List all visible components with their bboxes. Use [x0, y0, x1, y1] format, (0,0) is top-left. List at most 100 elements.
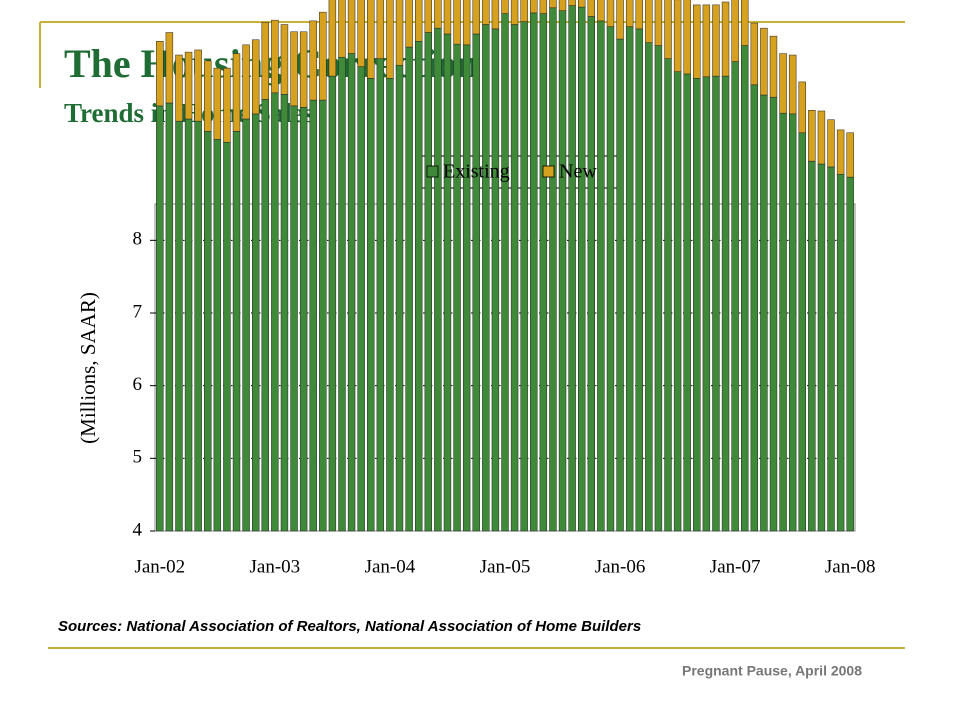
bar-segment — [788, 113, 797, 532]
bar-segment — [693, 4, 701, 79]
bar-segment — [558, 0, 567, 11]
bar-segment — [808, 110, 816, 162]
bar-segment — [530, 12, 538, 532]
bar-segment — [443, 33, 452, 532]
bar-segment — [520, 0, 528, 22]
bar-segment — [165, 102, 174, 532]
bar-segment — [251, 113, 260, 532]
bar-segment — [769, 96, 778, 532]
bar-segment — [731, 61, 739, 532]
bar-segment — [194, 49, 202, 122]
bar-segment — [558, 10, 567, 532]
bar-segment — [309, 99, 317, 532]
y-tick-label: 8 — [133, 229, 143, 250]
bar-segment — [721, 75, 730, 532]
bar-segment — [213, 139, 222, 532]
bar-segment — [395, 0, 404, 66]
bar-segment — [808, 160, 816, 532]
bar-segment — [817, 163, 826, 532]
bar-segment — [760, 94, 768, 532]
bar-segment — [328, 0, 337, 77]
bar-segment — [405, 0, 413, 48]
bar-segment — [175, 120, 183, 532]
x-tick-label: Jan-03 — [250, 556, 301, 577]
bar-segment — [223, 67, 231, 143]
bar-segment — [568, 0, 576, 6]
bar-segment — [290, 105, 298, 532]
bar-segment — [223, 141, 231, 532]
bar-segment — [184, 51, 193, 120]
bar-segment — [319, 11, 327, 101]
bar-segment — [817, 110, 826, 165]
bar-segment — [414, 40, 423, 532]
bar-segment — [731, 0, 739, 62]
bar-segment — [587, 16, 596, 532]
x-tick-label: Jan-02 — [134, 556, 185, 577]
bar-segment — [530, 0, 538, 14]
bar-segment — [232, 131, 241, 532]
bar-segment — [213, 67, 222, 140]
bar-segment — [357, 66, 365, 532]
bar-segment — [779, 53, 787, 114]
bar-segment — [376, 0, 385, 59]
bar-segment — [654, 0, 663, 46]
y-tick-label: 6 — [133, 374, 143, 395]
bar-segment — [280, 24, 289, 95]
bar-segment — [788, 54, 797, 115]
bar-segment — [625, 26, 634, 532]
bar-segment — [299, 31, 308, 108]
bar-segment — [386, 0, 394, 79]
bar-segment — [779, 112, 787, 532]
bar-segment — [204, 131, 212, 532]
bar-segment — [462, 44, 471, 532]
bar-segment — [827, 119, 835, 168]
bar-segment — [664, 58, 672, 532]
bar-segment — [443, 0, 452, 35]
bar-segment — [769, 35, 778, 98]
legend-label: New — [559, 161, 597, 183]
bar-segment — [625, 0, 634, 27]
bar-segment — [597, 20, 605, 532]
bar-segment — [271, 19, 279, 94]
bar-segment — [721, 1, 730, 77]
bar-segment — [539, 13, 548, 532]
bar-segment — [836, 173, 845, 532]
bar-segment — [683, 73, 691, 532]
bar-segment — [510, 0, 519, 25]
bar-segment — [482, 0, 490, 25]
bar-segment — [328, 75, 337, 532]
bar-segment — [712, 4, 720, 77]
bar-segment — [194, 120, 202, 532]
legend-swatch — [426, 165, 439, 178]
y-axis-label: (Millions, SAAR) — [76, 292, 100, 444]
bar-segment — [491, 28, 500, 532]
bar-segment — [664, 0, 672, 59]
bar-segment — [367, 78, 375, 532]
bar-segment — [645, 0, 653, 43]
bar-segment — [175, 54, 183, 122]
bar-segment — [587, 0, 596, 17]
bar-segment — [616, 0, 624, 40]
bar-segment — [635, 28, 643, 532]
bar-segment — [539, 0, 548, 14]
bar-segment — [482, 24, 490, 532]
bar-segment — [434, 27, 442, 532]
bar-segment — [367, 0, 375, 79]
bar-segment — [635, 0, 643, 30]
bar-segment — [741, 45, 749, 532]
x-tick-label: Jan-08 — [825, 556, 876, 577]
legend-swatch — [542, 165, 555, 178]
bar-segment — [319, 99, 327, 532]
bar-segment — [827, 166, 835, 532]
bar-segment — [414, 0, 423, 42]
bar-segment — [606, 26, 615, 532]
bar-segment — [616, 38, 624, 532]
bar-segment — [702, 4, 711, 78]
bar-segment — [242, 44, 250, 120]
bar-segment — [712, 75, 720, 532]
bar-segment — [299, 107, 308, 532]
bar-segment — [434, 0, 442, 29]
bar-segment — [184, 118, 193, 532]
bar-segment — [424, 0, 432, 33]
bar-segment — [453, 0, 461, 45]
